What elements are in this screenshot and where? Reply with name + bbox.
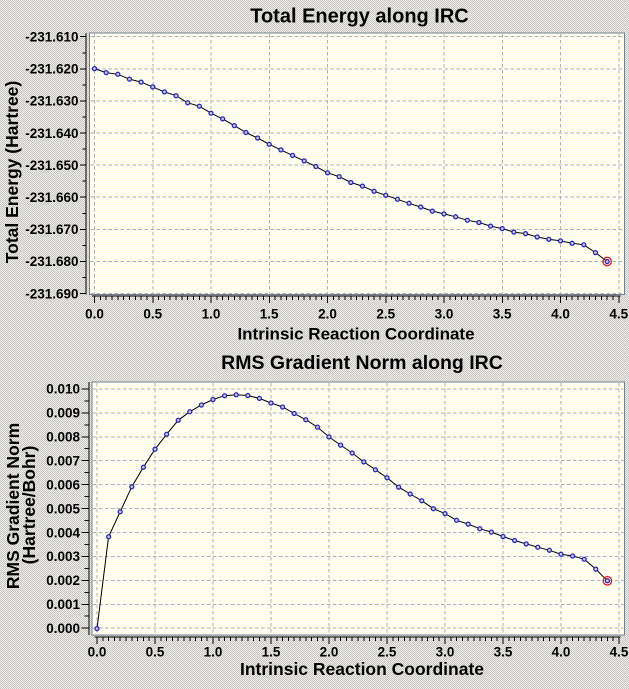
svg-text:0.005: 0.005 (46, 501, 80, 516)
svg-text:-231.630: -231.630 (25, 94, 78, 109)
svg-text:RMS Gradient Norm: RMS Gradient Norm (3, 423, 23, 589)
svg-text:-231.650: -231.650 (25, 158, 78, 173)
svg-text:3.5: 3.5 (494, 645, 513, 660)
svg-text:0.007: 0.007 (46, 454, 80, 469)
svg-text:1.0: 1.0 (204, 645, 223, 660)
svg-text:2.5: 2.5 (376, 307, 395, 322)
svg-text:3.0: 3.0 (435, 307, 454, 322)
svg-text:-231.660: -231.660 (25, 190, 78, 205)
svg-text:4.0: 4.0 (552, 645, 571, 660)
svg-text:Total Energy (Hartree): Total Energy (Hartree) (2, 81, 22, 264)
svg-text:0.000: 0.000 (46, 621, 80, 636)
svg-text:3.0: 3.0 (436, 645, 455, 660)
svg-text:RMS Gradient Norm along IRC: RMS Gradient Norm along IRC (221, 352, 503, 374)
svg-text:-231.690: -231.690 (25, 286, 78, 301)
svg-text:0.0: 0.0 (85, 307, 104, 322)
svg-text:(Hartree/Bohr): (Hartree/Bohr) (19, 446, 39, 565)
svg-text:0.5: 0.5 (146, 645, 165, 660)
svg-text:-231.640: -231.640 (25, 126, 78, 141)
svg-text:0.5: 0.5 (143, 307, 162, 322)
svg-text:0.002: 0.002 (46, 573, 80, 588)
svg-text:-231.620: -231.620 (25, 62, 78, 77)
svg-text:-231.680: -231.680 (25, 254, 78, 269)
svg-text:Intrinsic Reaction Coordinate: Intrinsic Reaction Coordinate (240, 659, 484, 679)
svg-text:2.5: 2.5 (378, 645, 397, 660)
svg-text:4.5: 4.5 (609, 307, 628, 322)
svg-text:-231.670: -231.670 (25, 222, 78, 237)
svg-text:4.0: 4.0 (551, 307, 570, 322)
svg-text:0.006: 0.006 (46, 477, 80, 492)
svg-text:1.0: 1.0 (202, 307, 221, 322)
svg-text:1.5: 1.5 (262, 645, 281, 660)
svg-text:4.5: 4.5 (610, 645, 629, 660)
svg-text:0.010: 0.010 (46, 382, 80, 397)
svg-text:0.003: 0.003 (46, 549, 80, 564)
svg-text:2.0: 2.0 (318, 307, 337, 322)
svg-text:2.0: 2.0 (320, 645, 339, 660)
svg-text:0.009: 0.009 (46, 406, 80, 421)
svg-text:0.008: 0.008 (46, 430, 80, 445)
svg-text:-231.610: -231.610 (25, 30, 78, 45)
svg-text:0.001: 0.001 (46, 597, 80, 612)
svg-text:Intrinsic Reaction Coordinate: Intrinsic Reaction Coordinate (237, 325, 474, 344)
svg-text:0.0: 0.0 (88, 645, 107, 660)
svg-text:Total Energy along IRC: Total Energy along IRC (250, 6, 469, 28)
svg-text:3.5: 3.5 (493, 307, 512, 322)
svg-text:0.004: 0.004 (46, 525, 80, 540)
svg-text:1.5: 1.5 (260, 307, 279, 322)
